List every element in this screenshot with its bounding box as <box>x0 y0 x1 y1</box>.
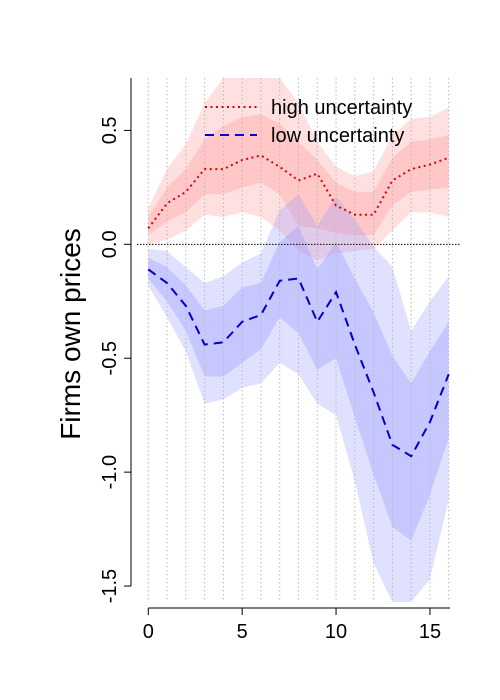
y-tick-label: 0.0 <box>99 230 121 258</box>
low-uncertainty-band-outer <box>148 194 449 602</box>
y-tick-label: 0.5 <box>99 116 121 144</box>
x-tick-label: 0 <box>143 621 154 643</box>
y-tick-label: -1.0 <box>99 455 121 489</box>
legend-label-high-uncertainty: high uncertainty <box>271 97 412 119</box>
y-tick-label: -1.5 <box>99 569 121 603</box>
x-tick-label: 15 <box>419 621 441 643</box>
high-uncertainty-line <box>147 154 450 229</box>
series-lines <box>147 154 450 458</box>
legend: high uncertainty low uncertainty <box>205 97 412 147</box>
x-tick-label: 5 <box>237 621 248 643</box>
low-uncertainty-line <box>147 268 450 458</box>
low-uncertainty-band-inner <box>148 226 449 541</box>
y-axis-title: Firms own prices <box>55 228 86 440</box>
axes: 0 5 10 15 -1.5 -1.0 -0.5 0.0 0.5 <box>99 78 450 643</box>
vertical-grid <box>147 78 450 602</box>
legend-label-low-uncertainty: low uncertainty <box>271 125 404 147</box>
x-tick-label: 10 <box>325 621 347 643</box>
y-tick-label: -0.5 <box>99 341 121 375</box>
